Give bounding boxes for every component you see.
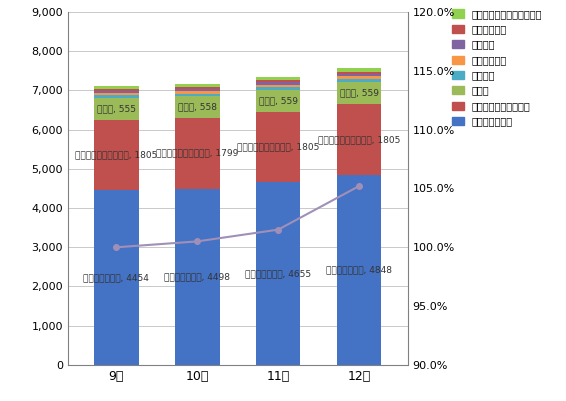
Bar bbox=[175, 188, 220, 365]
Bar bbox=[175, 84, 220, 87]
Text: オリックスカーシェア, 1805: オリックスカーシェア, 1805 bbox=[237, 142, 319, 152]
Text: オリックスカーシェア, 1805: オリックスカーシェア, 1805 bbox=[318, 135, 400, 144]
Bar bbox=[94, 95, 139, 98]
Bar bbox=[337, 104, 381, 175]
Bar bbox=[175, 89, 220, 91]
Text: タイムズプラス, 4454: タイムズプラス, 4454 bbox=[84, 273, 149, 282]
Text: タイムズプラス, 4498: タイムズプラス, 4498 bbox=[164, 272, 230, 281]
Bar bbox=[94, 91, 139, 93]
Bar bbox=[175, 87, 220, 89]
Bar bbox=[94, 93, 139, 95]
Bar bbox=[337, 77, 381, 79]
Bar bbox=[175, 96, 220, 118]
Bar bbox=[337, 79, 381, 82]
Bar bbox=[94, 119, 139, 190]
Bar bbox=[256, 83, 301, 85]
Bar bbox=[256, 90, 301, 111]
Bar bbox=[256, 77, 301, 80]
Bar bbox=[175, 91, 220, 93]
Bar bbox=[94, 190, 139, 365]
Bar bbox=[256, 182, 301, 365]
Text: タイムズプラス, 4848: タイムズプラス, 4848 bbox=[326, 265, 392, 274]
Bar bbox=[256, 80, 301, 83]
Text: オリックスカーシェア, 1805: オリックスカーシェア, 1805 bbox=[75, 150, 157, 159]
Bar bbox=[175, 93, 220, 96]
Bar bbox=[337, 82, 381, 104]
Bar bbox=[175, 118, 220, 188]
Bar bbox=[256, 111, 301, 182]
Bar bbox=[256, 87, 301, 90]
Bar bbox=[337, 74, 381, 77]
Bar bbox=[94, 98, 139, 119]
Bar bbox=[337, 72, 381, 74]
Bar bbox=[337, 175, 381, 365]
Text: カレコ, 559: カレコ, 559 bbox=[340, 89, 379, 97]
Text: カレコ, 555: カレコ, 555 bbox=[97, 104, 136, 113]
Text: タイムズプラス, 4655: タイムズプラス, 4655 bbox=[245, 269, 311, 278]
Text: カレコ, 558: カレコ, 558 bbox=[178, 103, 217, 111]
Text: カレコ, 559: カレコ, 559 bbox=[259, 96, 298, 105]
Bar bbox=[94, 86, 139, 89]
Legend: ガリバーカーシェアメイト, まちのりくん, エコロカ, アース・カー, ガリテコ, カレコ, オリックスカーシェア, タイムズプラス: ガリバーカーシェアメイト, まちのりくん, エコロカ, アース・カー, ガリテコ… bbox=[448, 5, 546, 130]
Text: オリックスカーシェア, 1799: オリックスカーシェア, 1799 bbox=[156, 149, 238, 158]
Bar bbox=[256, 85, 301, 87]
Bar bbox=[337, 68, 381, 72]
Bar bbox=[94, 89, 139, 91]
